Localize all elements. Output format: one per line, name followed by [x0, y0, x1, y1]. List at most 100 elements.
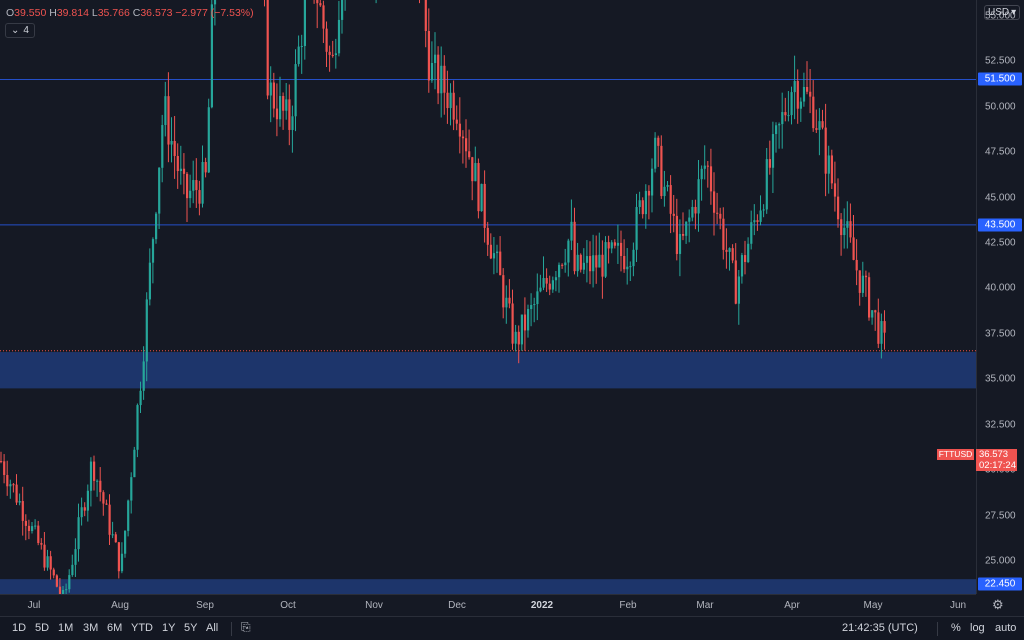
candle-body [638, 200, 641, 208]
last-price-value: 36.573 [979, 449, 1009, 460]
range-button-1m[interactable]: 1M [58, 622, 74, 634]
candle-body [142, 361, 145, 391]
candle-body [0, 461, 3, 463]
range-button-all[interactable]: All [206, 622, 219, 634]
candle-body [852, 237, 855, 260]
candle-body [213, 0, 217, 5]
candle-body [533, 304, 536, 306]
candle-body [198, 190, 201, 204]
gear-icon[interactable]: ⚙ [992, 597, 1004, 612]
candle-body [127, 500, 130, 531]
candle-body [341, 0, 344, 20]
candle-body [434, 54, 437, 64]
candle-body [635, 207, 638, 250]
price-tick-label: 55.000 [985, 10, 1016, 22]
candle-body [613, 242, 616, 246]
currency-selector[interactable]: USD ▾ [984, 5, 1021, 20]
candle-body [3, 461, 6, 475]
range-button-5d[interactable]: 5D [35, 622, 50, 634]
candle-body [65, 589, 68, 591]
candle-body [139, 390, 142, 406]
candle-body [527, 309, 530, 331]
candle-body [688, 217, 691, 222]
candle-body [303, 0, 306, 47]
price-tick-label: 35.000 [985, 373, 1016, 385]
price-axis[interactable]: 25.00027.50030.00032.50035.00037.50040.0… [976, 0, 1024, 594]
price-tick-label: 50.000 [985, 101, 1016, 113]
candle-body [291, 116, 294, 130]
time-axis[interactable]: Jul Aug Sep Oct Nov Dec 2022 Feb Mar Apr May Jun [0, 594, 976, 616]
candle-body [620, 242, 623, 256]
candle-body [744, 255, 747, 262]
support-zone [0, 579, 976, 594]
candle-body [567, 240, 570, 263]
candle-body [446, 92, 449, 109]
candle-body [40, 543, 43, 545]
candle-body [883, 321, 886, 333]
time-tick-label: Nov [365, 600, 383, 611]
candle-body [130, 477, 133, 501]
auto-scale-toggle[interactable]: auto [995, 622, 1017, 634]
candle-body [731, 248, 734, 261]
candle-body [471, 157, 474, 182]
log-scale-toggle[interactable]: log [970, 622, 985, 634]
candle-body [300, 46, 303, 48]
candle-body [815, 128, 818, 130]
candle-body [880, 321, 883, 344]
candle-body [672, 213, 675, 216]
candle-body [623, 255, 626, 270]
candle-body [148, 262, 151, 300]
candlestick-chart[interactable] [0, 0, 976, 594]
chevron-down-icon: ▾ [1011, 7, 1017, 18]
candle-body [691, 206, 694, 218]
candle-body [793, 81, 796, 93]
candle-body [117, 542, 120, 572]
time-tick-label: Jun [949, 600, 967, 611]
indicators-toggle-button[interactable]: ⌄ 4 [5, 23, 35, 38]
candle-body [186, 173, 189, 199]
candle-body [790, 92, 793, 116]
price-tick-label: 45.000 [985, 192, 1016, 204]
candle-body [204, 161, 207, 173]
candle-body [592, 255, 595, 272]
candle-body [719, 213, 722, 219]
candle-body [468, 151, 471, 158]
candle-body [765, 159, 768, 210]
candle-body [111, 534, 114, 536]
candle-body [96, 480, 99, 482]
candle-body [660, 145, 663, 197]
candle-body [62, 590, 65, 594]
range-button-1d[interactable]: 1D [12, 622, 27, 634]
candle-body [796, 81, 799, 109]
candle-body [455, 119, 458, 124]
candle-body [846, 221, 849, 228]
range-button-5y[interactable]: 5Y [184, 622, 198, 634]
candle-body [626, 266, 629, 270]
candle-body [86, 490, 89, 511]
candle-body [570, 221, 573, 241]
candle-body [461, 136, 465, 139]
candle-body [83, 507, 86, 511]
chart-area[interactable] [0, 0, 976, 594]
candle-body [868, 277, 871, 318]
range-button-ytd[interactable]: YTD [131, 622, 153, 634]
utc-clock[interactable]: 21:42:35 (UTC) [842, 622, 918, 634]
price-tick-label: 25.000 [985, 555, 1016, 567]
candle-body [89, 461, 93, 491]
candle-body [449, 92, 452, 109]
range-button-1y[interactable]: 1Y [162, 622, 176, 634]
candle-body [6, 474, 9, 487]
candle-body [607, 242, 610, 249]
candle-body [858, 270, 861, 293]
candle-body [579, 254, 582, 270]
candle-body [80, 507, 83, 518]
range-button-6m[interactable]: 6M [107, 622, 123, 634]
candle-body [424, 0, 427, 32]
percent-scale-toggle[interactable]: % [951, 622, 961, 634]
date-range-icon[interactable]: ⎘ [241, 620, 251, 634]
candle-body [189, 190, 192, 199]
candle-body [874, 310, 877, 313]
range-button-3m[interactable]: 3M [83, 622, 99, 634]
candle-body [210, 4, 213, 108]
candle-body [756, 220, 759, 222]
